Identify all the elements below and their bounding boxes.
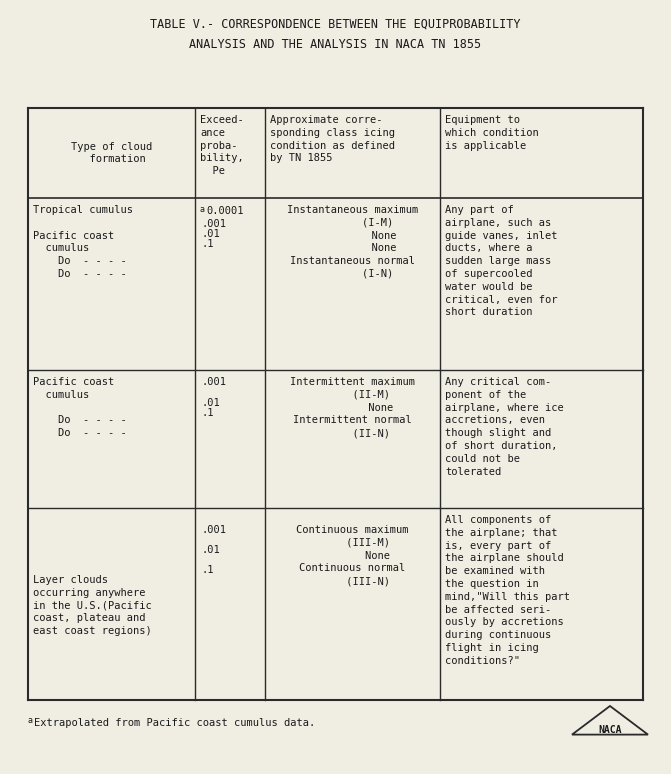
Text: .001: .001 <box>202 377 227 387</box>
Text: Any critical com-
ponent of the
airplane, where ice
accretions, even
though slig: Any critical com- ponent of the airplane… <box>445 377 564 477</box>
Text: Extrapolated from Pacific coast cumulus data.: Extrapolated from Pacific coast cumulus … <box>34 718 315 728</box>
Text: Pacific coast
  cumulus

    Do  - - - -
    Do  - - - -: Pacific coast cumulus Do - - - - Do - - … <box>33 377 127 438</box>
Text: Layer clouds
occurring anywhere
in the U.S.(Pacific
coast, plateau and
east coas: Layer clouds occurring anywhere in the U… <box>33 575 152 636</box>
Text: Continuous maximum
     (III-M)
        None
Continuous normal
     (III-N): Continuous maximum (III-M) None Continuo… <box>297 525 409 586</box>
Text: All components of
the airplane; that
is, every part of
the airplane should
be ex: All components of the airplane; that is,… <box>445 515 570 666</box>
Text: a: a <box>28 716 33 725</box>
Text: Tropical cumulus

Pacific coast
  cumulus
    Do  - - - -
    Do  - - - -: Tropical cumulus Pacific coast cumulus D… <box>33 205 133 279</box>
Text: Instantaneous maximum
        (I-M)
          None
          None
Instantaneous : Instantaneous maximum (I-M) None None In… <box>287 205 418 279</box>
Text: Type of cloud
  formation: Type of cloud formation <box>71 142 152 164</box>
Text: Approximate corre-
sponding class icing
condition as defined
by TN 1855: Approximate corre- sponding class icing … <box>270 115 395 163</box>
Text: .1: .1 <box>202 565 215 575</box>
Text: .01: .01 <box>202 398 221 408</box>
Text: a: a <box>200 205 205 214</box>
Text: .001: .001 <box>202 219 227 229</box>
Text: .001: .001 <box>202 525 227 535</box>
Text: Exceed-
ance
proba-
bility,
  Pe: Exceed- ance proba- bility, Pe <box>200 115 244 176</box>
Text: .1: .1 <box>202 239 215 249</box>
Text: Any part of
airplane, such as
guide vanes, inlet
ducts, where a
sudden large mas: Any part of airplane, such as guide vane… <box>445 205 558 317</box>
Text: .01: .01 <box>202 229 221 239</box>
Text: ANALYSIS AND THE ANALYSIS IN NACA TN 1855: ANALYSIS AND THE ANALYSIS IN NACA TN 185… <box>189 38 482 51</box>
Text: Equipment to
which condition
is applicable: Equipment to which condition is applicab… <box>445 115 539 151</box>
Text: .01: .01 <box>202 545 221 555</box>
Text: TABLE V.- CORRESPONDENCE BETWEEN THE EQUIPROBABILITY: TABLE V.- CORRESPONDENCE BETWEEN THE EQU… <box>150 18 521 31</box>
Text: NACA: NACA <box>599 725 622 735</box>
Text: Intermittent maximum
      (II-M)
         None
Intermittent normal
      (II-N): Intermittent maximum (II-M) None Intermi… <box>290 377 415 438</box>
Text: 0.0001: 0.0001 <box>206 206 244 216</box>
Text: .1: .1 <box>202 408 215 418</box>
